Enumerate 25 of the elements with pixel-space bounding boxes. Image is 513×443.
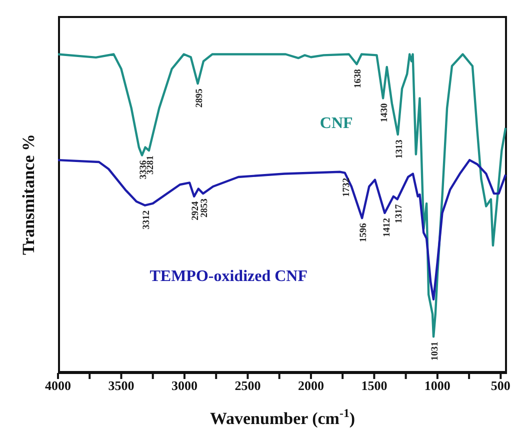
x-tick-label: 1000: [424, 378, 450, 394]
x-tick-label: 3500: [108, 378, 134, 394]
annotation: 1732: [342, 178, 352, 197]
annotation: 3281: [146, 155, 156, 175]
y-axis-title: Transmitance %: [19, 134, 38, 256]
annotation: 2895: [194, 88, 205, 108]
annotation: 1638: [354, 68, 364, 88]
text: CNF: [320, 115, 353, 134]
text: TEMPO-oxidized CNF: [150, 268, 308, 286]
x-tick-label: 4000: [45, 378, 71, 394]
x-tick-label: 2000: [298, 378, 324, 394]
annotation: 3312: [142, 210, 152, 230]
annotation: 1596: [359, 222, 370, 242]
annotation: 1031: [430, 341, 441, 361]
annotation: 2853: [200, 198, 210, 218]
annotation: 1412: [382, 218, 392, 237]
annotation: 1317: [394, 204, 404, 224]
annotation: 1313: [394, 139, 405, 159]
annotation: 2924: [191, 201, 202, 220]
x-tick-label: 1500: [361, 378, 388, 394]
annotation: 1430: [380, 102, 390, 122]
x-tick-label: 500: [490, 378, 510, 394]
x-tick-label: 2500: [234, 378, 261, 394]
x-tick-label: 3000: [171, 378, 198, 394]
x-axis-title: Wavenumber (cm$^{-1}$): [210, 406, 356, 428]
